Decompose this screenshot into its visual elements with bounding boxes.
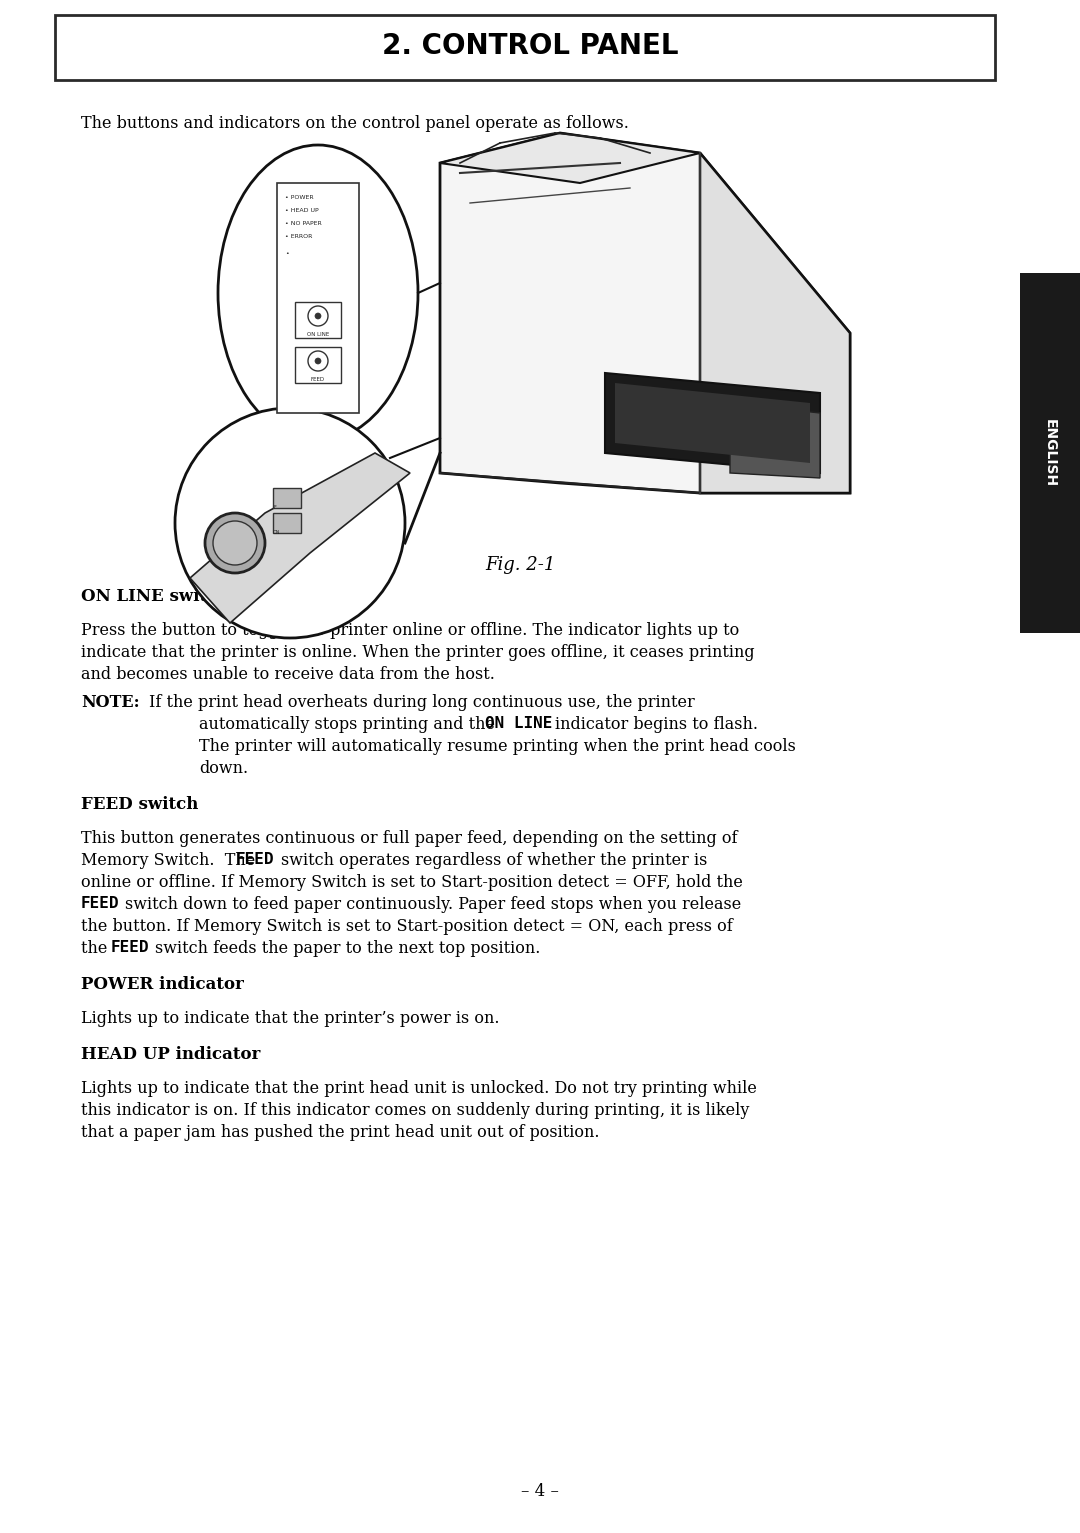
Text: Lights up to indicate that the print head unit is unlocked. Do not try printing : Lights up to indicate that the print hea… bbox=[81, 1081, 757, 1098]
Text: HEAD UP indicator: HEAD UP indicator bbox=[81, 1046, 260, 1062]
Polygon shape bbox=[730, 403, 820, 478]
Polygon shape bbox=[700, 153, 850, 494]
Text: and becomes unable to receive data from the host.: and becomes unable to receive data from … bbox=[81, 665, 495, 684]
Text: online or offline. If Memory Switch is set to Start-position detect = OFF, hold : online or offline. If Memory Switch is s… bbox=[81, 874, 743, 891]
Text: the: the bbox=[81, 940, 112, 957]
Text: • ERROR: • ERROR bbox=[285, 235, 312, 239]
Text: ON: ON bbox=[273, 530, 281, 535]
Text: This button generates continuous or full paper feed, depending on the setting of: This button generates continuous or full… bbox=[81, 829, 738, 848]
Text: •: • bbox=[285, 251, 288, 256]
Text: indicator begins to flash.: indicator begins to flash. bbox=[555, 716, 758, 733]
Text: 2. CONTROL PANEL: 2. CONTROL PANEL bbox=[381, 32, 678, 60]
Text: NOTE:: NOTE: bbox=[81, 694, 139, 711]
Text: • POWER: • POWER bbox=[285, 195, 313, 199]
Bar bbox=[273, 514, 301, 533]
Circle shape bbox=[213, 521, 257, 566]
Text: ON LINE: ON LINE bbox=[485, 716, 552, 731]
Text: • HEAD UP: • HEAD UP bbox=[285, 208, 319, 213]
Polygon shape bbox=[615, 383, 810, 463]
Text: POWER indicator: POWER indicator bbox=[81, 977, 244, 993]
Text: switch down to feed paper continuously. Paper feed stops when you release: switch down to feed paper continuously. … bbox=[125, 895, 741, 914]
Text: • NO PAPER: • NO PAPER bbox=[285, 221, 322, 225]
Text: Fig. 2-1: Fig. 2-1 bbox=[485, 556, 555, 573]
Text: Press the button to toggle the printer online or offline. The indicator lights u: Press the button to toggle the printer o… bbox=[81, 622, 739, 639]
Text: F: F bbox=[273, 504, 275, 510]
Text: automatically stops printing and the: automatically stops printing and the bbox=[199, 716, 500, 733]
Bar bbox=[276, 182, 359, 412]
Circle shape bbox=[175, 408, 405, 638]
Text: If the print head overheats during long continuous use, the printer: If the print head overheats during long … bbox=[149, 694, 694, 711]
Polygon shape bbox=[605, 373, 820, 474]
Circle shape bbox=[315, 359, 321, 363]
Polygon shape bbox=[440, 133, 850, 494]
Text: FEED: FEED bbox=[237, 852, 274, 868]
Text: The printer will automatically resume printing when the print head cools: The printer will automatically resume pr… bbox=[199, 737, 796, 754]
Text: Memory Switch.  The: Memory Switch. The bbox=[81, 852, 260, 869]
Text: down.: down. bbox=[199, 760, 248, 777]
Circle shape bbox=[315, 313, 321, 319]
Bar bbox=[55, 15, 995, 80]
Circle shape bbox=[308, 307, 328, 327]
Circle shape bbox=[308, 351, 328, 371]
Bar bbox=[295, 346, 341, 383]
Text: indicate that the printer is online. When the printer goes offline, it ceases pr: indicate that the printer is online. Whe… bbox=[81, 644, 755, 661]
Text: switch operates regardless of whether the printer is: switch operates regardless of whether th… bbox=[281, 852, 707, 869]
Text: that a paper jam has pushed the print head unit out of position.: that a paper jam has pushed the print he… bbox=[81, 1124, 599, 1141]
Bar bbox=[273, 487, 301, 507]
Text: ON LINE: ON LINE bbox=[307, 333, 329, 337]
Circle shape bbox=[205, 514, 265, 573]
Bar bbox=[1020, 273, 1080, 633]
Polygon shape bbox=[190, 452, 410, 622]
Text: The buttons and indicators on the control panel operate as follows.: The buttons and indicators on the contro… bbox=[81, 115, 629, 132]
Text: the button. If Memory Switch is set to Start-position detect = ON, each press of: the button. If Memory Switch is set to S… bbox=[81, 918, 732, 935]
Text: ENGLISH: ENGLISH bbox=[1043, 419, 1057, 487]
Text: FEED: FEED bbox=[81, 895, 120, 911]
Text: ON LINE switch/indicator: ON LINE switch/indicator bbox=[81, 589, 321, 606]
Text: this indicator is on. If this indicator comes on suddenly during printing, it is: this indicator is on. If this indicator … bbox=[81, 1102, 750, 1119]
Text: FEED switch: FEED switch bbox=[81, 796, 199, 812]
Text: FEED: FEED bbox=[311, 377, 325, 382]
Polygon shape bbox=[440, 133, 700, 182]
Text: – 4 –: – 4 – bbox=[521, 1482, 559, 1499]
Text: FEED: FEED bbox=[111, 940, 149, 955]
Text: Lights up to indicate that the printer’s power is on.: Lights up to indicate that the printer’s… bbox=[81, 1010, 499, 1027]
Bar bbox=[295, 302, 341, 337]
Text: switch feeds the paper to the next top position.: switch feeds the paper to the next top p… bbox=[156, 940, 540, 957]
Ellipse shape bbox=[218, 146, 418, 442]
